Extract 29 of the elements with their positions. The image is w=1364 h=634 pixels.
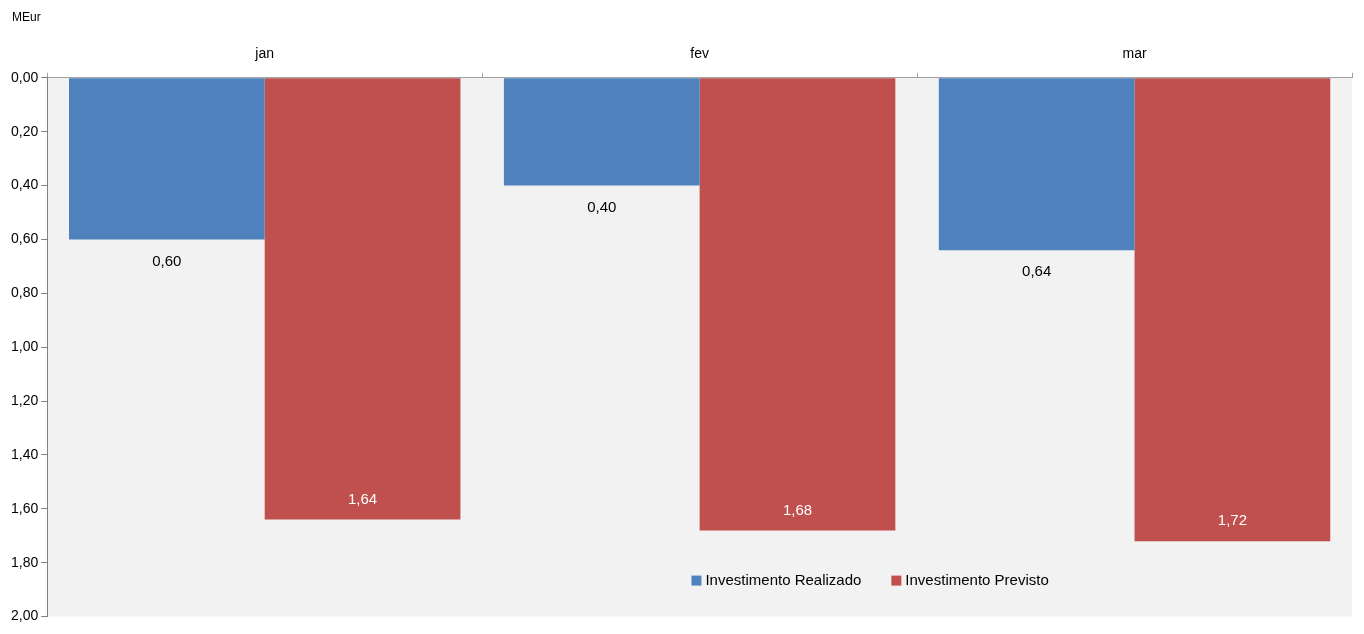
y-axis-title: MEur xyxy=(12,10,41,25)
y-tick-label: 2,00 xyxy=(11,607,39,624)
y-tick-label: 1,60 xyxy=(11,499,39,516)
y-tick-label: 0,80 xyxy=(11,284,39,301)
x-tick-label: fev xyxy=(690,45,709,62)
data-label: 0,40 xyxy=(587,197,617,215)
y-tick-label: 1,80 xyxy=(11,553,39,570)
bar xyxy=(503,78,700,186)
bar xyxy=(1134,78,1331,542)
y-tick-label: 1,20 xyxy=(11,391,39,408)
data-label: 0,64 xyxy=(1022,262,1052,280)
y-tick-label: 0,00 xyxy=(11,68,39,85)
data-label: 0,60 xyxy=(152,251,182,269)
data-label: 1,64 xyxy=(347,489,378,507)
legend-label: Investimento Realizado xyxy=(705,570,862,588)
y-tick-label: 0,60 xyxy=(11,230,39,247)
data-label: 1,68 xyxy=(782,500,813,518)
bar xyxy=(938,78,1135,251)
y-tick-label: 1,40 xyxy=(11,445,39,462)
bar xyxy=(68,78,265,240)
y-tick-label: 1,00 xyxy=(11,338,39,355)
bar xyxy=(699,78,896,531)
data-label: 1,72 xyxy=(1217,511,1247,529)
bar xyxy=(264,78,461,520)
x-tick-label: mar xyxy=(1122,45,1147,62)
x-tick-label: jan xyxy=(254,45,275,62)
legend-label: Investimento Previsto xyxy=(905,570,1049,588)
y-tick-label: 0,40 xyxy=(11,176,39,193)
y-tick-label: 0,20 xyxy=(11,122,39,139)
